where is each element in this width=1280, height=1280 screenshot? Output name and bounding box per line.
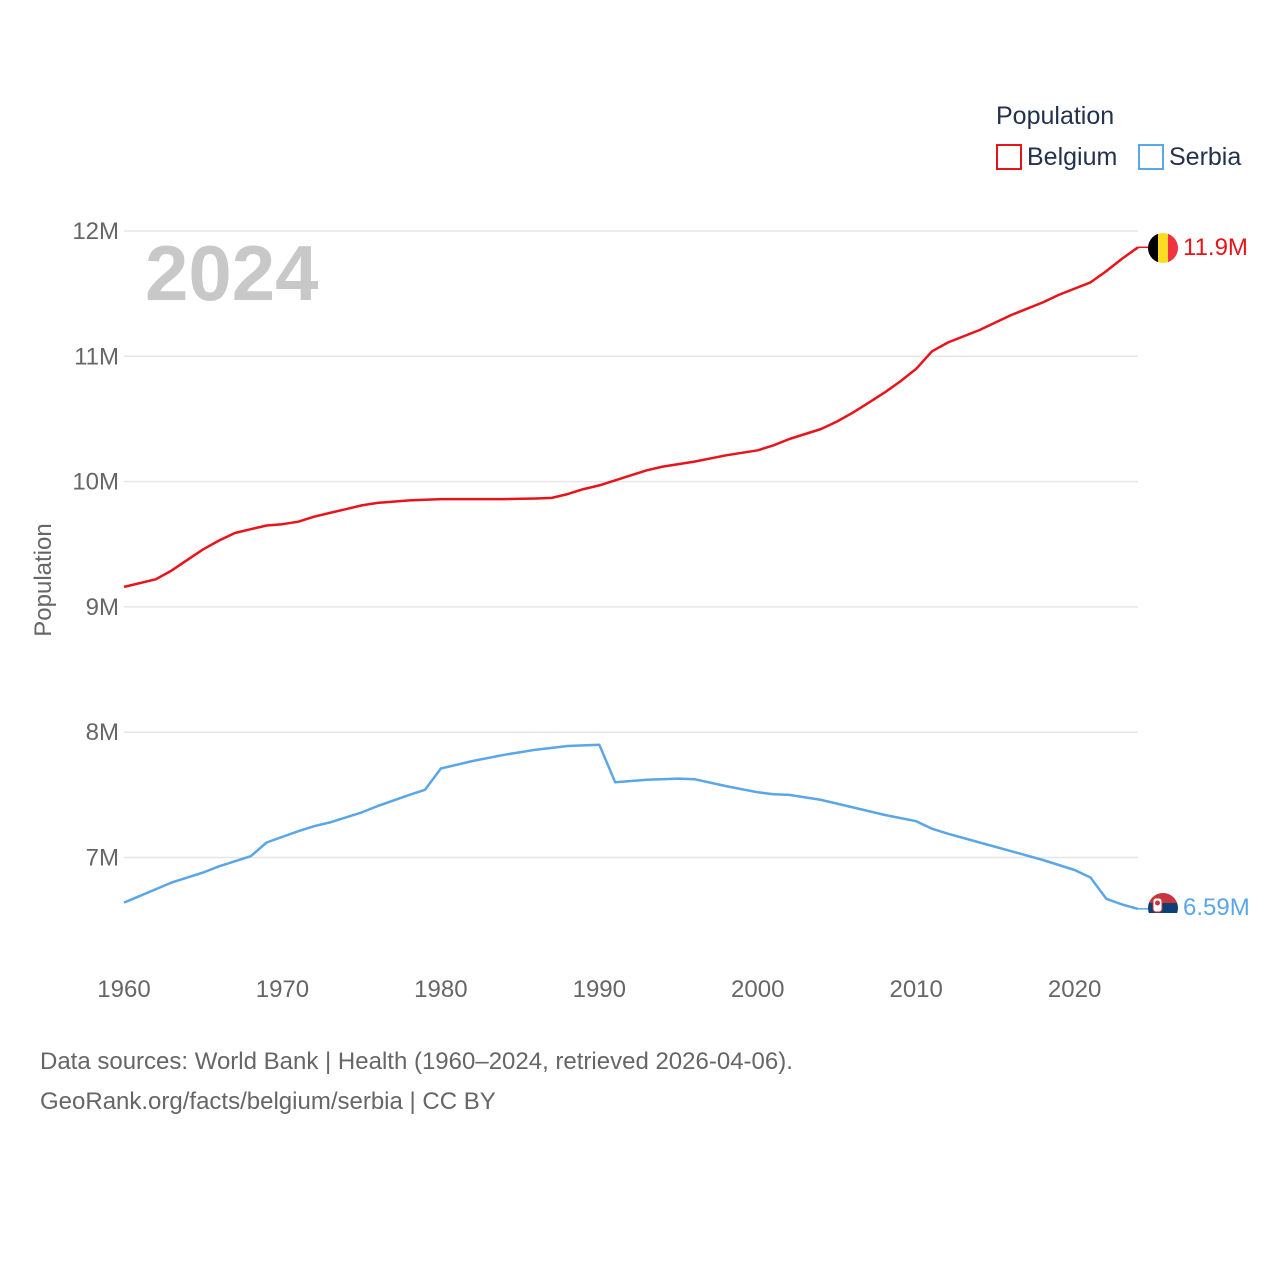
sources-line-2[interactable]: GeoRank.org/facts/belgium/serbia | CC BY [40,1088,496,1115]
y-tick-label: 9M [86,594,119,621]
legend-label-belgium[interactable]: Belgium [1027,143,1117,171]
gridlines [124,230,1138,859]
x-tick-label: 2010 [889,976,942,1003]
x-tick-label: 1960 [97,976,150,1003]
belgium-end-label: 11.9M [1183,234,1248,261]
series-lines [123,246,1148,911]
x-tick-label: 1990 [573,976,626,1003]
serbia-flag-icon [1148,893,1178,923]
sources-line-1: Data sources: World Bank | Health (1960–… [40,1048,793,1075]
belgium-flag-icon [1148,233,1178,263]
x-axis-ticks: 1960 1970 1980 1990 2000 2010 2020 [97,976,1101,1003]
y-tick-label: 12M [72,218,119,245]
series-line-serbia[interactable] [123,743,1139,911]
legend-swatch-serbia[interactable] [1138,144,1164,170]
legend-label-serbia[interactable]: Serbia [1169,143,1241,171]
x-tick-label: 1970 [256,976,309,1003]
y-tick-label: 8M [86,719,119,746]
x-tick-label: 2000 [731,976,784,1003]
y-axis-label: Population [30,523,57,636]
y-tick-label: 7M [86,845,119,872]
data-sources: Data sources: World Bank | Health (1960–… [40,1042,1240,1122]
legend: Population Belgium Serbia [996,102,1241,171]
x-tick-label: 1980 [414,976,467,1003]
x-tick-label: 2020 [1048,976,1101,1003]
y-tick-label: 11M [74,343,119,370]
year-watermark: 2024 [145,229,319,317]
series-line-belgium[interactable] [123,246,1139,589]
serbia-end-label: 6.59M [1183,894,1250,921]
y-axis-ticks: 7M 8M 9M 10M 11M 12M [72,218,119,872]
legend-swatch-belgium[interactable] [996,144,1022,170]
y-tick-label: 10M [72,469,119,496]
legend-title: Population [996,102,1114,130]
